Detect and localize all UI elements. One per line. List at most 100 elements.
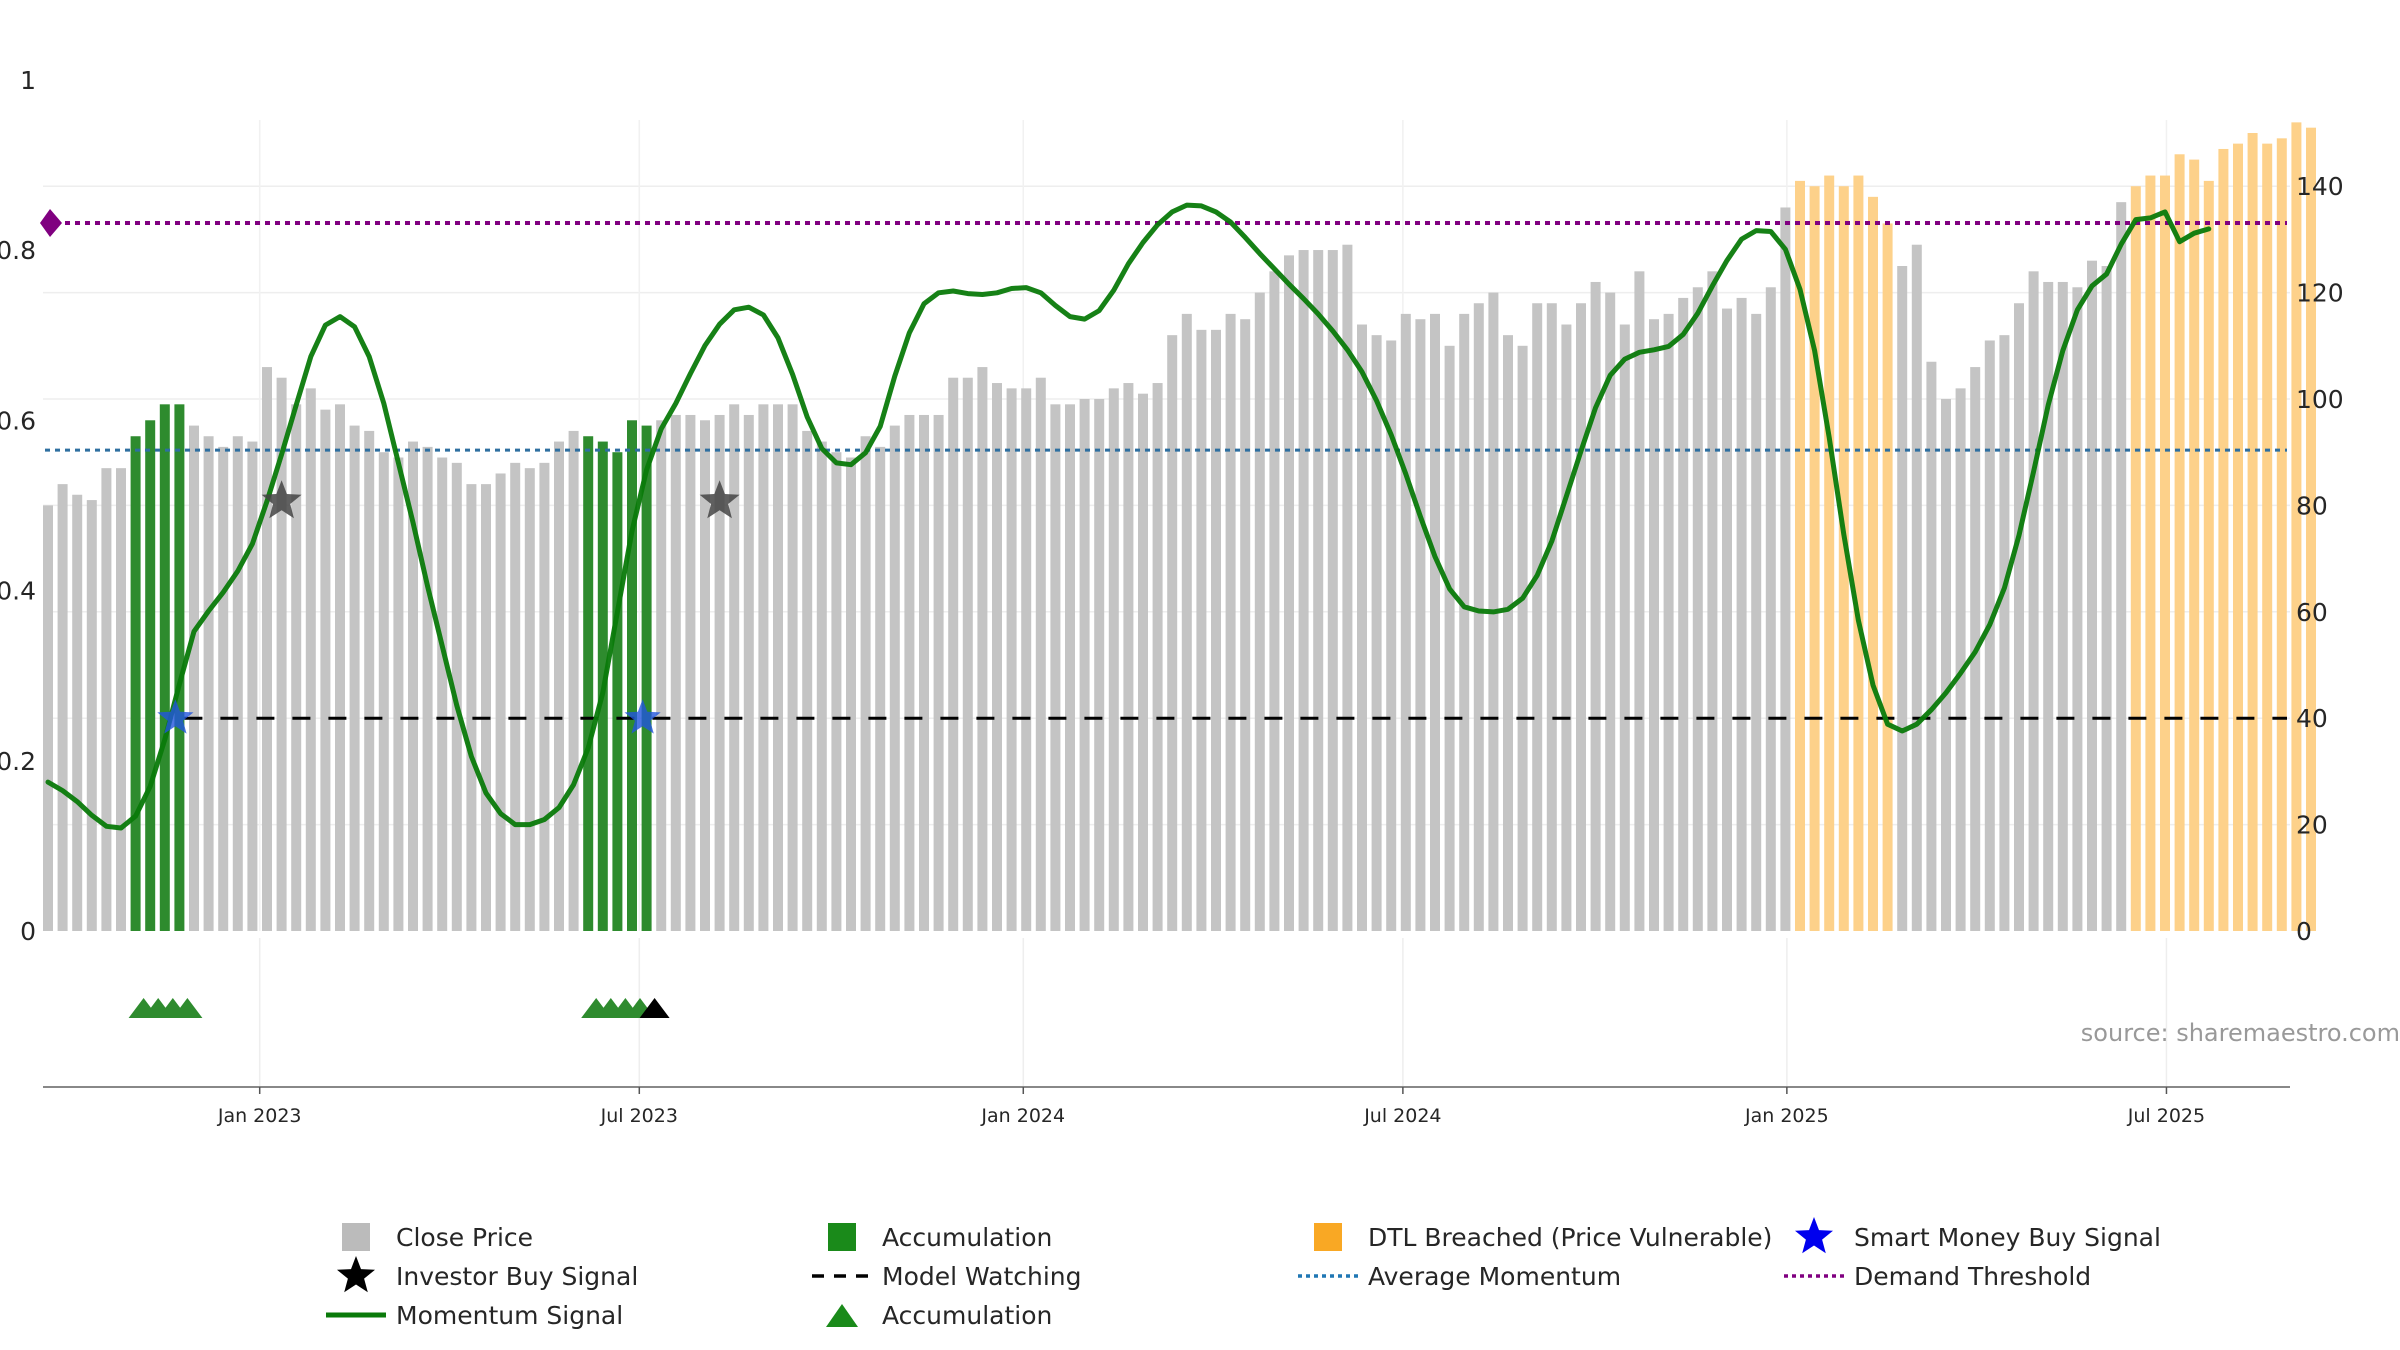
close-price-bar (962, 377, 973, 932)
accumulation-bar (641, 425, 652, 931)
close-price-bar (510, 462, 521, 931)
close-price-bar (481, 484, 491, 931)
close-price-bar (1400, 313, 1411, 931)
date-tick-label: Jan 2025 (1744, 1105, 1829, 1127)
close-price-bar (860, 436, 871, 931)
close-price-bar (466, 484, 477, 931)
legend-model-watching-label: Model Watching (882, 1262, 1082, 1291)
accumulation-bar (174, 404, 185, 931)
legend-accumulation-marker: Accumulation (826, 1301, 1052, 1330)
investor-buy-signal (699, 480, 740, 519)
right-axis-tick-label: 80 (2296, 491, 2328, 520)
close-price-bar (1225, 313, 1236, 931)
dtl-breached-bar (2130, 186, 2141, 931)
close-price-bar (816, 441, 827, 931)
markers-layer (40, 208, 740, 734)
accumulation-bar (612, 452, 623, 931)
close-price-bar (378, 452, 389, 931)
accumulation-bar (145, 420, 156, 931)
close-price-bar (933, 414, 944, 932)
close-price-bar (1167, 335, 1178, 931)
close-price-bar (1181, 313, 1192, 931)
close-price-bar (2028, 271, 2039, 931)
smart-money-buy-signal (157, 699, 194, 734)
close-price-bar (1021, 388, 1032, 931)
close-price-bar (72, 494, 83, 931)
close-price-bar (1108, 388, 1119, 931)
close-price-bar (364, 430, 375, 931)
close-price-bar (1999, 335, 2010, 931)
close-price-bar (948, 377, 959, 932)
close-price-bar (1590, 281, 1601, 932)
right-axis-tick-label: 40 (2296, 704, 2328, 733)
left-axis-tick-label: 1 (20, 66, 36, 95)
close-price-bar (1240, 319, 1251, 931)
close-price-bar (714, 414, 725, 932)
close-price-bar (276, 377, 287, 932)
close-price-bar (2072, 287, 2083, 931)
close-price-bar (1605, 292, 1616, 932)
close-price-bar (218, 446, 229, 931)
close-price-bar (1532, 303, 1543, 931)
legend-momentum-signal-label: Momentum Signal (396, 1301, 623, 1330)
close-price-bar (1327, 250, 1338, 932)
close-price-bar (422, 446, 433, 931)
close-price-bar (1342, 244, 1353, 932)
legend-model-watching: Model Watching (812, 1262, 1082, 1291)
legend-close-price-swatch (342, 1223, 370, 1251)
close-price-bar (2057, 281, 2068, 932)
close-price-bar (86, 500, 97, 931)
close-price-bar (247, 441, 258, 931)
date-tick-label: Jul 2025 (2127, 1105, 2205, 1127)
source-label: source: sharemaestro.com (2081, 1019, 2400, 1047)
close-price-bar (1284, 255, 1294, 932)
close-price-bar (2087, 260, 2097, 931)
dtl-breached-bar (2262, 143, 2273, 931)
close-price-bar (1094, 399, 1105, 931)
legend-dtl-breached-swatch (1314, 1223, 1342, 1251)
close-price-bar (1619, 324, 1630, 931)
close-price-bar (1941, 399, 1951, 931)
close-price-bar (539, 462, 550, 931)
close-price-bar (568, 430, 579, 931)
close-price-bar (1444, 345, 1455, 931)
close-price-bar (43, 505, 53, 931)
dtl-breached-bar (2145, 175, 2156, 931)
accumulation-marker-black (639, 998, 670, 1018)
close-price-bar (437, 457, 448, 931)
dtl-breached-bar (2247, 133, 2258, 931)
close-price-bar (393, 457, 404, 931)
close-price-bar (685, 414, 696, 932)
smart-money-buy-signal (624, 699, 661, 734)
left-axis-tick-label: 0 (20, 917, 36, 946)
close-price-bar (335, 404, 345, 931)
close-price-bar (1079, 399, 1090, 931)
close-price-bar (320, 409, 331, 931)
close-price-bar (1649, 319, 1659, 931)
accumulation-bar (159, 404, 170, 931)
close-price-bar (1707, 271, 1718, 931)
close-price-bar (758, 404, 769, 931)
dtl-breached-bar (2291, 122, 2302, 932)
legend-momentum-signal: Momentum Signal (326, 1301, 623, 1330)
close-price-bar (116, 468, 126, 931)
close-price-bar (1430, 313, 1440, 931)
dtl-breached-bar (2174, 154, 2185, 931)
close-price-bar (1503, 335, 1513, 931)
close-price-bar (773, 404, 783, 931)
legend: Close Price Accumulation DTL Breached (Pri… (326, 1217, 2161, 1330)
close-price-bar (524, 468, 535, 931)
legend-smart-money-label: Smart Money Buy Signal (1854, 1223, 2161, 1252)
close-price-bar (2043, 281, 2054, 932)
accumulation-marker (172, 998, 203, 1018)
close-price-bar (1123, 383, 1134, 931)
close-price-bar (554, 441, 564, 931)
accumulation-bar (627, 420, 637, 931)
close-price-bar (1254, 292, 1265, 932)
accumulation-bar (130, 436, 141, 931)
dtl-breached-bar (2306, 127, 2316, 932)
dtl-breached-bar (2218, 148, 2229, 931)
close-price-bar (1065, 404, 1075, 931)
